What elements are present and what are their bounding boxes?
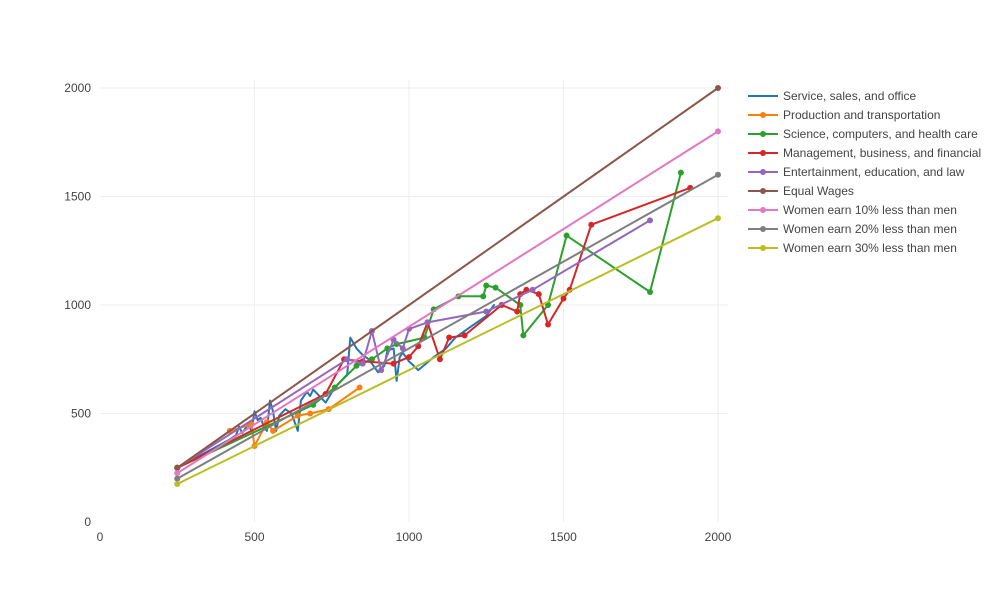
series-0 bbox=[176, 304, 495, 469]
data-point bbox=[715, 85, 721, 91]
data-point bbox=[535, 291, 542, 298]
data-point bbox=[270, 427, 277, 434]
data-point bbox=[715, 215, 721, 222]
legend-label: Women earn 30% less than men bbox=[783, 241, 957, 255]
data-point bbox=[480, 293, 487, 300]
legend-item[interactable]: Management, business, and financial bbox=[748, 146, 981, 160]
series-layer bbox=[174, 85, 721, 488]
data-point bbox=[545, 321, 552, 328]
data-point bbox=[514, 308, 521, 315]
series-line bbox=[176, 173, 719, 480]
series-6 bbox=[174, 128, 721, 477]
data-point bbox=[647, 288, 654, 295]
data-point bbox=[436, 356, 443, 363]
data-point bbox=[446, 334, 453, 341]
legend-swatch-marker bbox=[760, 150, 766, 156]
series-7 bbox=[174, 171, 721, 482]
data-point bbox=[359, 360, 366, 367]
legend-item[interactable]: Entertainment, education, and law bbox=[748, 165, 965, 179]
series-5 bbox=[174, 85, 721, 471]
series-8 bbox=[174, 215, 721, 488]
x-axis-ticks: 0 500 1000 1500 2000 bbox=[97, 530, 732, 544]
legend-label: Equal Wages bbox=[783, 184, 854, 198]
data-point bbox=[461, 332, 468, 339]
data-point bbox=[294, 412, 301, 419]
data-point bbox=[174, 475, 181, 482]
legend-item[interactable]: Service, sales, and office bbox=[748, 89, 917, 103]
data-point bbox=[529, 286, 536, 293]
legend-label: Production and transportation bbox=[783, 108, 940, 122]
legend-label: Science, computers, and health care bbox=[783, 127, 978, 141]
data-point bbox=[174, 481, 181, 488]
data-point bbox=[560, 295, 567, 302]
legend-item[interactable]: Equal Wages bbox=[748, 184, 854, 198]
x-tick-label: 0 bbox=[97, 530, 104, 544]
legend-swatch-marker bbox=[760, 245, 766, 251]
y-tick-label: 2000 bbox=[64, 81, 91, 95]
legend-item[interactable]: Women earn 20% less than men bbox=[748, 222, 957, 236]
series-line bbox=[176, 219, 651, 469]
legend-item[interactable]: Production and transportation bbox=[748, 108, 940, 122]
data-point bbox=[344, 356, 351, 363]
data-point bbox=[483, 308, 490, 315]
data-point bbox=[378, 367, 385, 374]
y-tick-label: 500 bbox=[71, 407, 91, 421]
data-point bbox=[390, 360, 397, 367]
legend-swatch-marker bbox=[760, 131, 766, 137]
data-point bbox=[588, 221, 595, 228]
legend-swatch-marker bbox=[760, 112, 766, 118]
x-tick-label: 1000 bbox=[396, 530, 423, 544]
y-axis-ticks: 0 500 1000 1500 2000 bbox=[64, 81, 91, 529]
x-tick-label: 2000 bbox=[705, 530, 732, 544]
legend-label: Women earn 10% less than men bbox=[783, 203, 957, 217]
data-point bbox=[307, 410, 314, 417]
legend-item[interactable]: Women earn 30% less than men bbox=[748, 241, 957, 255]
x-tick-label: 500 bbox=[244, 530, 264, 544]
x-tick-label: 1500 bbox=[550, 530, 577, 544]
data-point bbox=[715, 171, 721, 178]
y-tick-label: 1000 bbox=[64, 298, 91, 312]
data-point bbox=[492, 284, 499, 291]
legend-label: Entertainment, education, and law bbox=[783, 165, 965, 179]
data-point bbox=[174, 464, 181, 471]
data-point bbox=[483, 282, 490, 289]
data-point bbox=[368, 356, 375, 363]
legend-swatch-marker bbox=[760, 226, 766, 232]
legend[interactable]: Service, sales, and office Production and… bbox=[748, 89, 981, 255]
series-line bbox=[176, 130, 719, 475]
data-point bbox=[356, 384, 363, 391]
legend-label: Service, sales, and office bbox=[783, 89, 917, 103]
data-point bbox=[353, 362, 360, 369]
series-4 bbox=[174, 217, 654, 471]
data-point bbox=[647, 217, 654, 224]
legend-label: Women earn 20% less than men bbox=[783, 222, 957, 236]
legend-swatch-marker bbox=[760, 207, 766, 213]
legend-swatch-marker bbox=[760, 169, 766, 175]
data-point bbox=[424, 319, 431, 326]
data-point bbox=[393, 341, 400, 348]
legend-swatch-marker bbox=[760, 188, 766, 194]
y-tick-label: 1500 bbox=[64, 190, 91, 204]
grid bbox=[100, 80, 728, 522]
legend-label: Management, business, and financial bbox=[783, 146, 981, 160]
data-point bbox=[406, 354, 412, 361]
series-line bbox=[176, 87, 719, 469]
data-point bbox=[563, 232, 570, 239]
legend-item[interactable]: Women earn 10% less than men bbox=[748, 203, 957, 217]
legend-item[interactable]: Science, computers, and health care bbox=[748, 127, 978, 141]
data-point bbox=[174, 470, 181, 477]
data-point bbox=[715, 128, 721, 135]
series-line bbox=[176, 217, 719, 485]
y-tick-label: 0 bbox=[84, 515, 91, 529]
data-point bbox=[520, 332, 527, 339]
data-point bbox=[677, 169, 684, 176]
series-line bbox=[176, 304, 495, 469]
